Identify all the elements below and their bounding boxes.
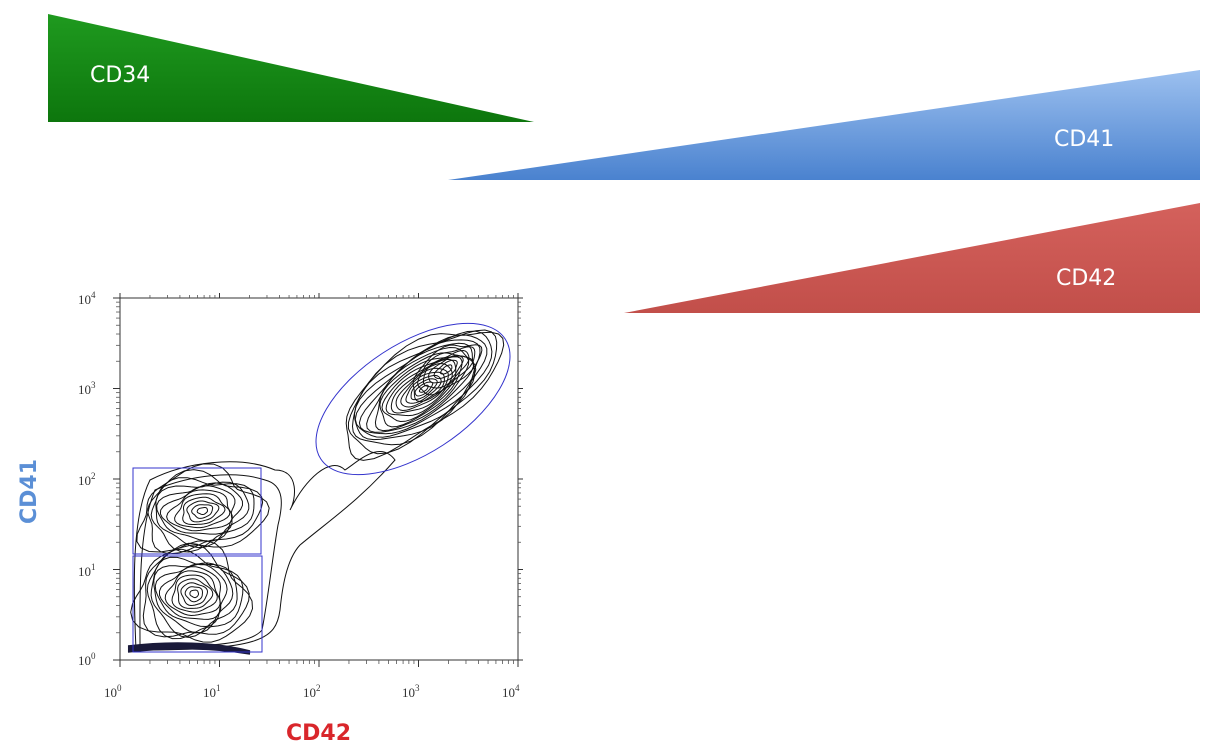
contour-line bbox=[136, 463, 270, 553]
y-tick-label: 103 bbox=[78, 380, 96, 397]
contour-line bbox=[189, 589, 199, 599]
wedge-cd41-label: CD41 bbox=[1054, 127, 1114, 152]
y-tick-label: 100 bbox=[78, 651, 96, 668]
wedge-cd42-label: CD42 bbox=[1056, 266, 1116, 291]
contour-line bbox=[418, 384, 429, 393]
x-tick-label: 103 bbox=[402, 683, 420, 700]
contour-line bbox=[174, 493, 231, 529]
contour-line bbox=[422, 349, 470, 389]
wedge-cd34-label: CD34 bbox=[90, 63, 150, 88]
contour-line bbox=[366, 346, 477, 433]
x-tick-label: 102 bbox=[303, 683, 321, 700]
contour-line bbox=[184, 586, 204, 603]
contour-line bbox=[400, 371, 445, 408]
contour-plot: 100 101 102 103 104 100 101 102 103 104 … bbox=[17, 290, 523, 745]
wedge-cd41: CD41 bbox=[448, 70, 1200, 180]
contour-line bbox=[345, 331, 505, 461]
contour-line bbox=[156, 482, 244, 542]
contour-line bbox=[358, 342, 476, 435]
contour-line bbox=[417, 346, 476, 396]
contour-line bbox=[150, 556, 238, 638]
contour-line bbox=[439, 364, 453, 375]
minor-ticks bbox=[116, 295, 521, 664]
contour-line bbox=[405, 374, 442, 404]
wedge-cd42: CD42 bbox=[624, 203, 1200, 313]
y-tick-label: 101 bbox=[78, 562, 96, 579]
x-tick-labels: 100 101 102 103 104 bbox=[104, 683, 520, 700]
contour-bridge bbox=[133, 450, 396, 651]
contour-line bbox=[390, 362, 453, 414]
contour-line bbox=[153, 562, 234, 634]
y-tick-labels: 100 101 102 103 104 bbox=[78, 290, 96, 668]
gate-cd41-cd42-double-positive bbox=[315, 322, 511, 476]
contour-lines bbox=[127, 329, 505, 655]
contour-line bbox=[191, 504, 214, 519]
contour-line bbox=[433, 359, 458, 380]
contour-line bbox=[182, 496, 226, 525]
wedge-cd41-shape bbox=[448, 70, 1200, 180]
contour-line bbox=[166, 489, 233, 532]
contour-line bbox=[347, 329, 498, 455]
contour-line bbox=[180, 582, 209, 607]
x-tick-label: 104 bbox=[502, 683, 520, 700]
x-tick-label: 100 bbox=[104, 683, 122, 700]
y-axis-title: CD41 bbox=[17, 459, 42, 524]
contour-line bbox=[159, 566, 222, 620]
contour-line bbox=[428, 354, 464, 384]
contour-line bbox=[150, 477, 255, 553]
contour-line bbox=[133, 450, 396, 651]
contour-line bbox=[414, 381, 434, 397]
y-tick-label: 104 bbox=[78, 290, 96, 307]
contour-line bbox=[186, 500, 220, 523]
contour-line bbox=[381, 356, 463, 423]
contour-line bbox=[159, 485, 236, 535]
plot-frame bbox=[119, 297, 519, 661]
contour-line bbox=[354, 339, 481, 438]
x-tick-label: 101 bbox=[203, 683, 221, 700]
contour-line bbox=[139, 474, 282, 647]
wedge-cd34: CD34 bbox=[48, 14, 534, 122]
wedge-cd42-shape bbox=[624, 203, 1200, 313]
contour-line bbox=[164, 570, 221, 617]
contour-line bbox=[353, 334, 488, 441]
gate-cd41-single-positive bbox=[132, 467, 262, 555]
population-cd41-cd42-core bbox=[412, 344, 483, 403]
y-tick-label: 102 bbox=[78, 471, 96, 488]
wedge-cd34-shape bbox=[48, 14, 534, 122]
x-axis-title: CD42 bbox=[286, 721, 351, 745]
contour-line bbox=[171, 574, 218, 613]
contour-line bbox=[196, 507, 208, 515]
contour-line bbox=[412, 344, 483, 403]
contour-line bbox=[127, 642, 251, 652]
gate-double-negative bbox=[132, 555, 263, 653]
contour-line bbox=[155, 481, 250, 549]
contour-line bbox=[410, 378, 438, 401]
population-cd41-positive bbox=[136, 463, 270, 555]
contour-line bbox=[154, 563, 228, 628]
major-ticks bbox=[113, 293, 523, 667]
contour-line bbox=[177, 578, 214, 609]
